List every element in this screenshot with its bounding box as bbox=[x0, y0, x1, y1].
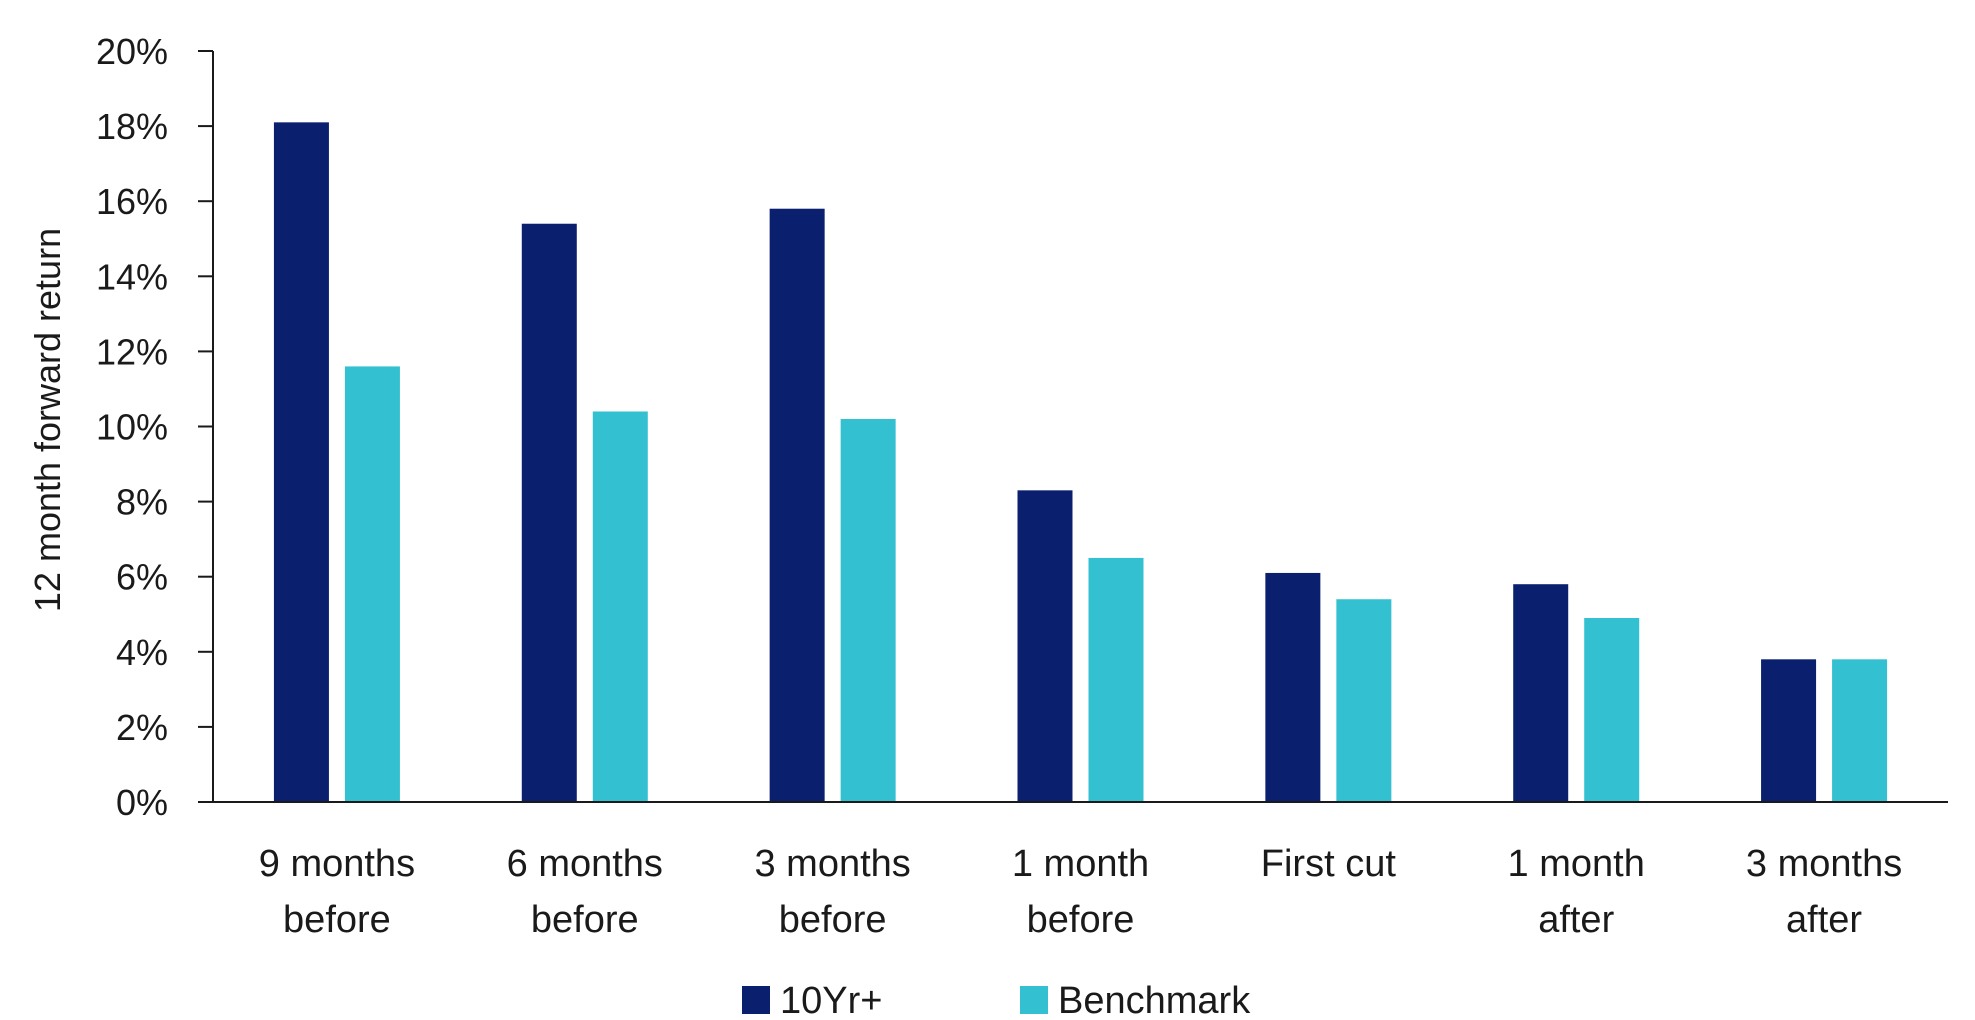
y-tick-label: 14% bbox=[96, 256, 168, 297]
bar-series2 bbox=[840, 418, 896, 802]
bar-series1 bbox=[273, 122, 329, 803]
bar-series2 bbox=[592, 411, 648, 802]
bar-series2 bbox=[1336, 599, 1392, 802]
y-tick-label: 2% bbox=[116, 707, 168, 748]
x-category-label: First cut bbox=[1261, 843, 1397, 885]
y-tick-label: 8% bbox=[116, 482, 168, 523]
bar-series1 bbox=[1017, 490, 1073, 802]
bar-series2 bbox=[1584, 618, 1640, 802]
y-axis-ticks: 0% 2% 4% 6% 8% 10% 12% 14% 16% 18% 20% bbox=[96, 31, 213, 823]
legend-label: Benchmark bbox=[1058, 980, 1251, 1020]
y-tick-label: 6% bbox=[116, 557, 168, 598]
y-axis-title: 12 month forward return bbox=[27, 228, 68, 612]
y-tick-label: 12% bbox=[96, 331, 168, 372]
legend: 10Yr+ Benchmark bbox=[742, 980, 1251, 1020]
x-category-label: 1 month bbox=[1508, 843, 1645, 885]
legend-label: 10Yr+ bbox=[780, 980, 882, 1020]
x-category-label: 1 month bbox=[1012, 843, 1149, 885]
x-category-label: before bbox=[779, 899, 887, 941]
x-category-label: 9 months bbox=[259, 843, 415, 885]
y-tick-label: 10% bbox=[96, 407, 168, 448]
bar-series2 bbox=[344, 366, 400, 802]
x-category-label: before bbox=[531, 899, 639, 941]
bar-series2 bbox=[1832, 659, 1888, 802]
bar-series1 bbox=[521, 223, 577, 803]
x-category-label: after bbox=[1538, 899, 1614, 941]
bar-series1 bbox=[1761, 659, 1817, 802]
y-tick-label: 4% bbox=[116, 632, 168, 673]
axes bbox=[198, 51, 1948, 803]
x-category-label: 3 months bbox=[1746, 843, 1902, 885]
bar-series2 bbox=[1088, 557, 1144, 802]
bar-series1 bbox=[1265, 572, 1321, 802]
x-category-label: 6 months bbox=[507, 843, 663, 885]
bar-series1 bbox=[769, 208, 825, 802]
y-tick-label: 0% bbox=[116, 782, 168, 823]
x-category-label: before bbox=[283, 899, 391, 941]
legend-swatch bbox=[742, 986, 770, 1014]
x-category-label: 3 months bbox=[754, 843, 910, 885]
x-category-label: after bbox=[1786, 899, 1862, 941]
y-tick-label: 18% bbox=[96, 106, 168, 147]
bar-series1 bbox=[1513, 584, 1569, 802]
x-axis-category-labels: 9 months before 6 months before 3 months befo… bbox=[259, 843, 1902, 941]
y-tick-label: 16% bbox=[96, 181, 168, 222]
bars bbox=[273, 122, 1888, 803]
legend-swatch bbox=[1020, 986, 1048, 1014]
y-tick-label: 20% bbox=[96, 31, 168, 72]
x-category-label: before bbox=[1027, 899, 1135, 941]
